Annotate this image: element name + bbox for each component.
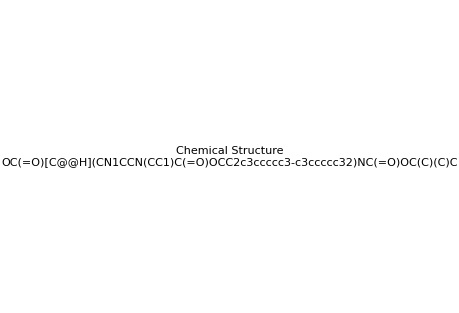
Text: Chemical Structure
OC(=O)[C@@H](CN1CCN(CC1)C(=O)OCC2c3ccccc3-c3ccccc32)NC(=O)OC(: Chemical Structure OC(=O)[C@@H](CN1CCN(C… xyxy=(1,146,458,167)
